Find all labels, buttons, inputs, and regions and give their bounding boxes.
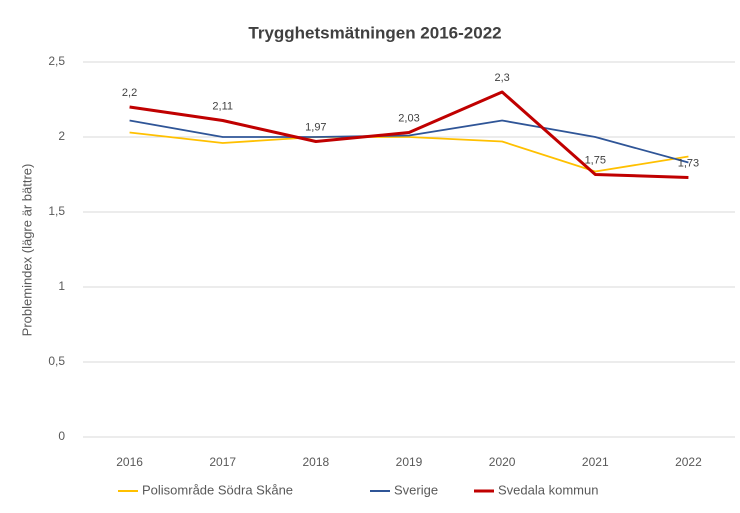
y-tick-label: 2 bbox=[58, 129, 65, 143]
x-tick-label: 2016 bbox=[116, 455, 143, 469]
legend-label: Svedala kommun bbox=[498, 482, 598, 497]
series-line bbox=[129, 119, 689, 164]
x-tick-label: 2017 bbox=[209, 455, 236, 469]
data-label: 1,97 bbox=[305, 121, 326, 133]
series-line bbox=[129, 90, 689, 179]
data-label: 1,75 bbox=[585, 154, 606, 166]
y-tick-label: 2,5 bbox=[48, 54, 65, 68]
y-tick-label: 0,5 bbox=[48, 354, 65, 368]
chart-title: Trygghetsmätningen 2016-2022 bbox=[248, 23, 501, 42]
y-tick-label: 0 bbox=[58, 429, 65, 443]
y-tick-label: 1 bbox=[58, 279, 65, 293]
y-axis-label: Problemindex (lägre är bättre) bbox=[19, 164, 34, 337]
x-tick-label: 2018 bbox=[303, 455, 330, 469]
data-label: 2,2 bbox=[122, 87, 137, 99]
x-tick-label: 2020 bbox=[489, 455, 516, 469]
legend-label: Sverige bbox=[394, 482, 438, 497]
data-label: 1,73 bbox=[678, 157, 699, 169]
data-label: 2,03 bbox=[398, 112, 419, 124]
y-tick-label: 1,5 bbox=[48, 204, 65, 218]
legend-label: Polisområde Södra Skåne bbox=[142, 482, 293, 497]
x-tick-label: 2019 bbox=[396, 455, 423, 469]
data-label: 2,11 bbox=[212, 100, 233, 112]
x-tick-label: 2021 bbox=[582, 455, 609, 469]
series-line bbox=[129, 131, 689, 173]
x-tick-label: 2022 bbox=[675, 455, 702, 469]
data-label: 2,3 bbox=[494, 72, 509, 84]
